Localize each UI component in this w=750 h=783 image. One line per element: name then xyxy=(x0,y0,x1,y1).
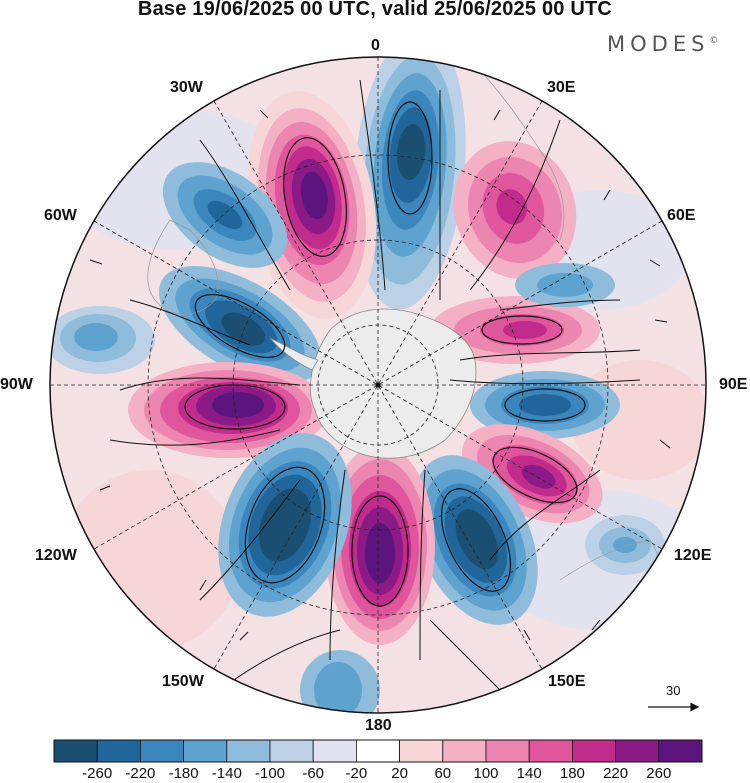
colorbar-bin xyxy=(572,739,617,763)
anomaly-field xyxy=(50,57,706,713)
colorbar-tick-label: 100 xyxy=(473,765,499,782)
anomaly-positive-20w xyxy=(247,91,377,319)
modes-logo: MODES© xyxy=(607,32,718,56)
logo-text: MODES xyxy=(607,32,710,56)
south-america-coast xyxy=(147,219,219,315)
lon-label-30w: 30W xyxy=(170,79,203,96)
anomaly-negative-85w xyxy=(50,306,155,374)
map-boundary xyxy=(49,56,707,714)
colorbar-tick-label: -20 xyxy=(345,765,368,782)
lon-label-120e: 120E xyxy=(674,547,712,564)
colorbar-tick-label: 140 xyxy=(516,765,542,782)
colorbar-bin xyxy=(183,739,228,763)
colorbar-bin xyxy=(658,739,703,763)
lon-label-90e: 90E xyxy=(719,376,748,393)
colorbar-bin xyxy=(355,739,400,763)
colorbar-tick-label: -220 xyxy=(125,765,156,782)
antarctic-peninsula xyxy=(269,337,319,371)
colorbar-tick-label: 260 xyxy=(646,765,672,782)
colorbar-bin xyxy=(528,739,573,763)
lon-label-90w: 90W xyxy=(0,376,33,393)
south-pole-marker xyxy=(375,382,381,388)
anomaly-positive-40e xyxy=(453,141,577,279)
colorbar-bin xyxy=(312,739,357,763)
logo-mark: © xyxy=(709,36,719,46)
lon-label-150w: 150W xyxy=(162,673,204,690)
colorbar-tick-label: -260 xyxy=(82,765,113,782)
lon-label-120w: 120W xyxy=(35,547,77,564)
anomaly-negative-125e xyxy=(585,515,665,575)
colorbar-tick-label: 20 xyxy=(391,765,408,782)
graticule xyxy=(50,57,706,713)
colorbar-bin xyxy=(53,739,98,763)
colorbar-bin xyxy=(96,739,141,763)
colorbar-tick-label: -60 xyxy=(302,765,325,782)
colorbar-tick-label: -140 xyxy=(211,765,242,782)
colorbar-bin xyxy=(615,739,660,763)
colorbar-bin xyxy=(399,739,444,763)
lon-label-60e: 60E xyxy=(667,207,696,224)
anomaly-positive-75e xyxy=(430,296,600,364)
lon-label-180: 180 xyxy=(365,717,392,734)
africa-coast xyxy=(469,59,565,241)
wind-vectors xyxy=(89,109,671,641)
colorbar-bin xyxy=(269,739,314,763)
anomaly-negative-50w xyxy=(162,162,288,268)
lon-label-150e: 150E xyxy=(548,673,586,690)
colorbar-tick-label: -100 xyxy=(254,765,286,782)
colorbar-bin xyxy=(139,739,184,763)
lon-label-0: 0 xyxy=(371,37,380,54)
colorbar-tick-label: 180 xyxy=(559,765,585,782)
anomaly-negative-65e-core xyxy=(537,273,593,297)
colorbar-tick-label: 220 xyxy=(603,765,629,782)
antarctica-continent xyxy=(310,308,477,459)
colorbar-bin xyxy=(485,739,530,763)
lon-label-30e: 30E xyxy=(547,79,576,96)
reference-vector-arrow xyxy=(648,702,700,712)
colorbar-tick-label: 60 xyxy=(434,765,452,782)
reference-vector-label: 30 xyxy=(666,683,681,698)
colorbar-tick-label: -180 xyxy=(168,765,199,782)
lon-label-60w: 60W xyxy=(44,207,77,224)
map-title: Base 19/06/2025 00 UTC, valid 25/06/2025… xyxy=(137,0,613,20)
colorbar-bin xyxy=(442,739,487,763)
colorbar-bin xyxy=(226,739,271,763)
